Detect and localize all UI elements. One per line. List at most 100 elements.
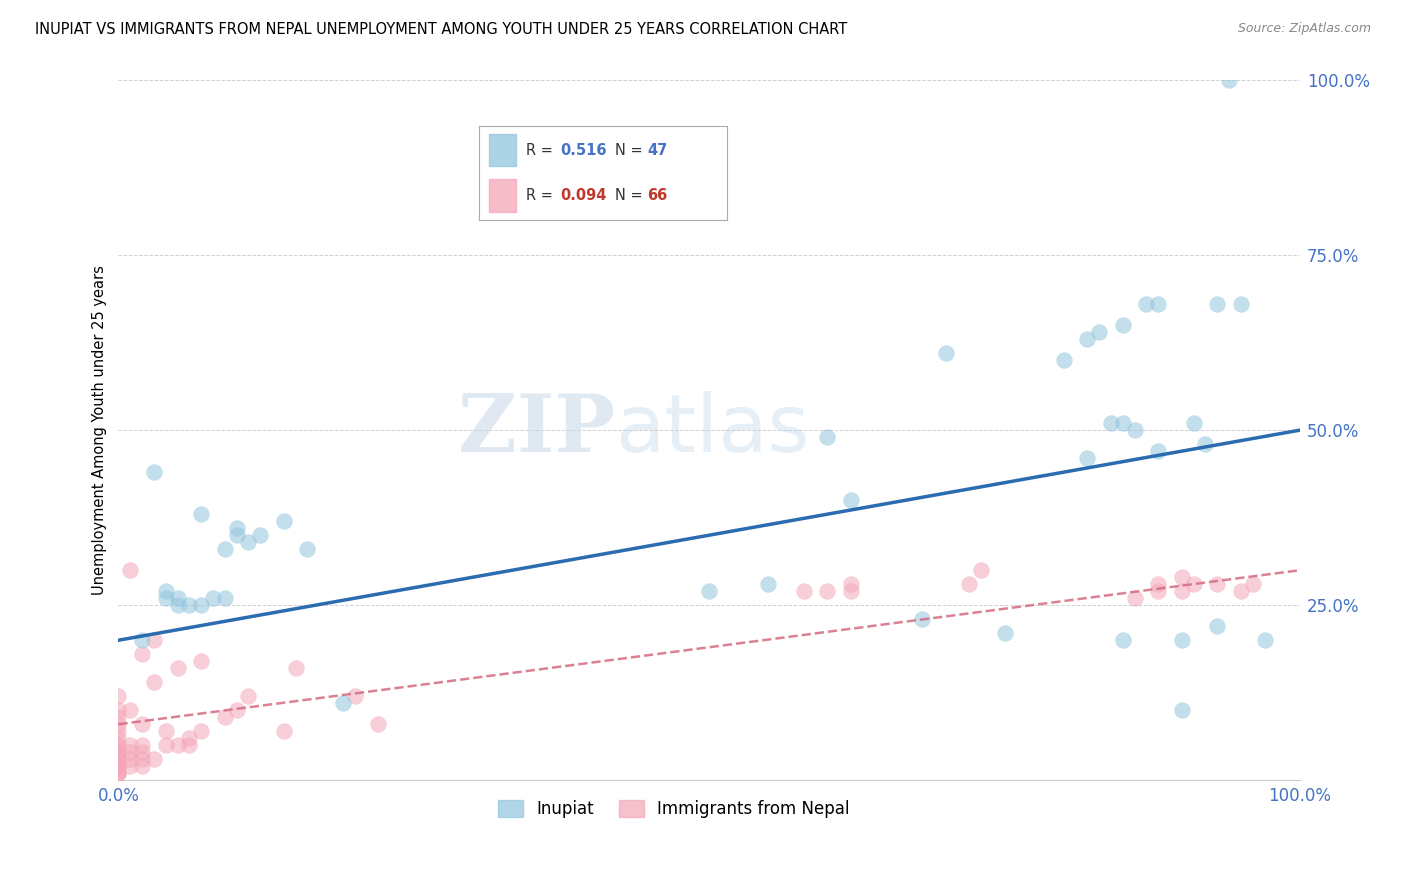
Point	[1171, 633, 1194, 648]
Point	[107, 710, 129, 724]
Point	[1147, 577, 1170, 591]
Point	[142, 675, 165, 690]
Point	[107, 739, 129, 753]
Point	[225, 528, 247, 542]
Point	[297, 542, 319, 557]
Point	[1147, 584, 1170, 599]
Point	[107, 759, 129, 773]
Point	[107, 759, 129, 773]
Point	[1171, 584, 1194, 599]
Point	[131, 745, 153, 759]
Point	[214, 710, 236, 724]
Point	[201, 591, 224, 606]
Point	[131, 717, 153, 731]
Point	[1171, 570, 1194, 584]
Point	[839, 577, 862, 591]
Point	[131, 633, 153, 648]
Point	[107, 759, 129, 773]
Point	[166, 591, 188, 606]
Point	[1230, 297, 1253, 311]
Point	[970, 563, 993, 577]
Point	[120, 703, 142, 717]
Point	[1123, 591, 1146, 606]
Point	[1123, 423, 1146, 437]
Point	[190, 507, 212, 521]
Point	[238, 535, 260, 549]
Point	[1218, 73, 1240, 87]
Point	[1053, 353, 1076, 368]
Point	[273, 514, 295, 528]
Point	[1194, 437, 1216, 451]
Point	[155, 591, 177, 606]
Point	[131, 647, 153, 661]
Point	[697, 584, 720, 599]
Point	[957, 577, 980, 591]
Point	[756, 577, 779, 591]
Point	[1112, 416, 1135, 430]
Point	[1099, 416, 1122, 430]
Point	[107, 766, 129, 780]
Point	[142, 633, 165, 648]
Point	[225, 521, 247, 535]
Point	[993, 626, 1015, 640]
Text: INUPIAT VS IMMIGRANTS FROM NEPAL UNEMPLOYMENT AMONG YOUTH UNDER 25 YEARS CORRELA: INUPIAT VS IMMIGRANTS FROM NEPAL UNEMPLO…	[35, 22, 848, 37]
Point	[1076, 332, 1098, 346]
Point	[120, 759, 142, 773]
Point	[793, 584, 815, 599]
Point	[839, 493, 862, 508]
Point	[911, 612, 934, 626]
Point	[1135, 297, 1157, 311]
Point	[107, 752, 129, 766]
Point	[1182, 577, 1205, 591]
Point	[155, 739, 177, 753]
Point	[238, 690, 260, 704]
Point	[131, 739, 153, 753]
Point	[1206, 619, 1229, 633]
Point	[190, 598, 212, 612]
Point	[107, 752, 129, 766]
Point	[1230, 584, 1253, 599]
Y-axis label: Unemployment Among Youth under 25 years: Unemployment Among Youth under 25 years	[93, 265, 107, 595]
Point	[107, 731, 129, 746]
Point	[214, 542, 236, 557]
Point	[179, 739, 201, 753]
Point	[179, 731, 201, 746]
Point	[1206, 297, 1229, 311]
Legend: Inupiat, Immigrants from Nepal: Inupiat, Immigrants from Nepal	[491, 793, 856, 824]
Point	[107, 745, 129, 759]
Point	[120, 739, 142, 753]
Point	[131, 752, 153, 766]
Point	[1147, 297, 1170, 311]
Point	[142, 465, 165, 479]
Point	[273, 724, 295, 739]
Point	[1112, 318, 1135, 332]
Point	[1112, 633, 1135, 648]
Point	[815, 430, 838, 444]
Point	[107, 703, 129, 717]
Point	[166, 598, 188, 612]
Point	[107, 717, 129, 731]
Point	[190, 654, 212, 668]
Point	[934, 346, 956, 360]
Point	[284, 661, 307, 675]
Point	[214, 591, 236, 606]
Point	[107, 745, 129, 759]
Point	[190, 724, 212, 739]
Point	[107, 752, 129, 766]
Point	[249, 528, 271, 542]
Point	[1253, 633, 1275, 648]
Point	[839, 584, 862, 599]
Point	[1206, 577, 1229, 591]
Point	[1076, 451, 1098, 466]
Point	[107, 759, 129, 773]
Point	[1182, 416, 1205, 430]
Point	[120, 745, 142, 759]
Point	[107, 759, 129, 773]
Point	[107, 724, 129, 739]
Point	[343, 690, 366, 704]
Text: ZIP: ZIP	[458, 391, 614, 469]
Point	[107, 766, 129, 780]
Point	[131, 759, 153, 773]
Point	[1171, 703, 1194, 717]
Text: atlas: atlas	[614, 391, 808, 469]
